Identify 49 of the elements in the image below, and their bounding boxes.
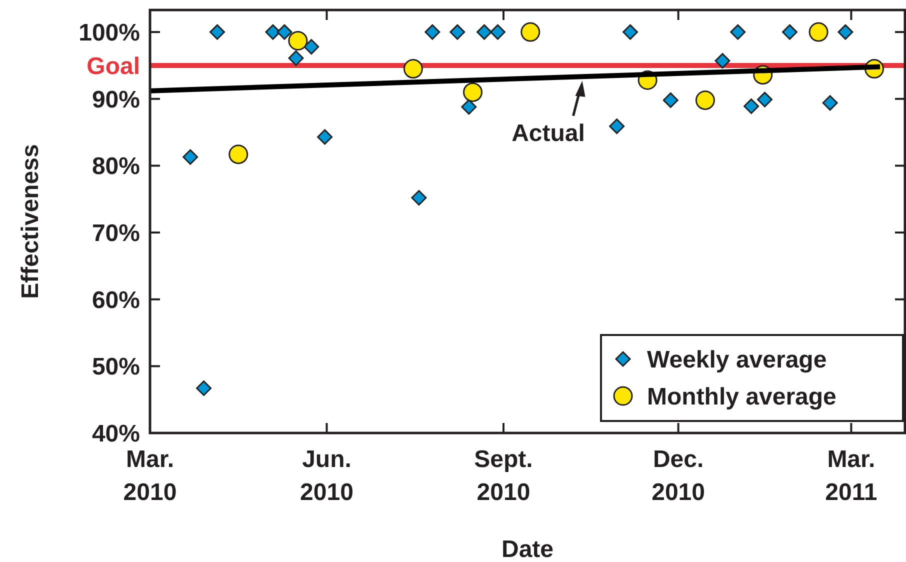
point: [476, 24, 492, 40]
annotation: Actual: [512, 120, 585, 147]
x-tick-label: Jun. 2010: [300, 446, 354, 506]
point: [490, 24, 506, 40]
x-axis-title: Date: [501, 536, 554, 562]
point: [808, 22, 828, 42]
point: [209, 24, 225, 40]
point: [228, 144, 248, 164]
point: [196, 380, 212, 396]
point: [695, 90, 715, 110]
y-tick-label: 90%: [92, 86, 140, 114]
point: [276, 24, 292, 40]
point: [288, 30, 308, 50]
point: [403, 59, 423, 79]
point: [609, 118, 625, 134]
point: [730, 24, 746, 40]
point: [782, 24, 798, 40]
point: [424, 24, 440, 40]
point: [822, 95, 838, 111]
point: [520, 22, 540, 42]
x-tick-label: Mar. 2010: [123, 446, 177, 506]
point: [317, 129, 333, 145]
point: [757, 92, 773, 108]
y-tick-label: 70%: [92, 220, 140, 247]
y-tick-label: 80%: [92, 153, 140, 180]
y-tick-label: 40%: [92, 420, 140, 448]
point: [288, 50, 304, 66]
legend-label: Weekly average: [647, 346, 827, 374]
point: [662, 92, 678, 108]
x-tick-label: Mar. 2011: [825, 446, 878, 506]
point: [304, 39, 320, 55]
point: [182, 149, 198, 165]
point: [450, 24, 466, 40]
x-tick-label: Dec. 2010: [652, 446, 706, 506]
y-tick-label: 60%: [92, 286, 140, 314]
point: [744, 98, 760, 114]
y-axis-title: Effectiveness: [17, 144, 44, 299]
point: [838, 24, 854, 40]
legend-label: Monthly average: [647, 383, 836, 410]
point: [622, 24, 638, 40]
point: [463, 82, 482, 102]
y-tick-label: 50%: [92, 354, 140, 381]
point: [411, 190, 427, 206]
y-tick-label: 100%: [78, 19, 140, 46]
point: [265, 24, 281, 40]
ref-line-label: Goal: [86, 52, 140, 80]
point: [714, 53, 730, 69]
point: [461, 99, 477, 115]
x-tick-label: Sept. 2010: [474, 446, 533, 506]
